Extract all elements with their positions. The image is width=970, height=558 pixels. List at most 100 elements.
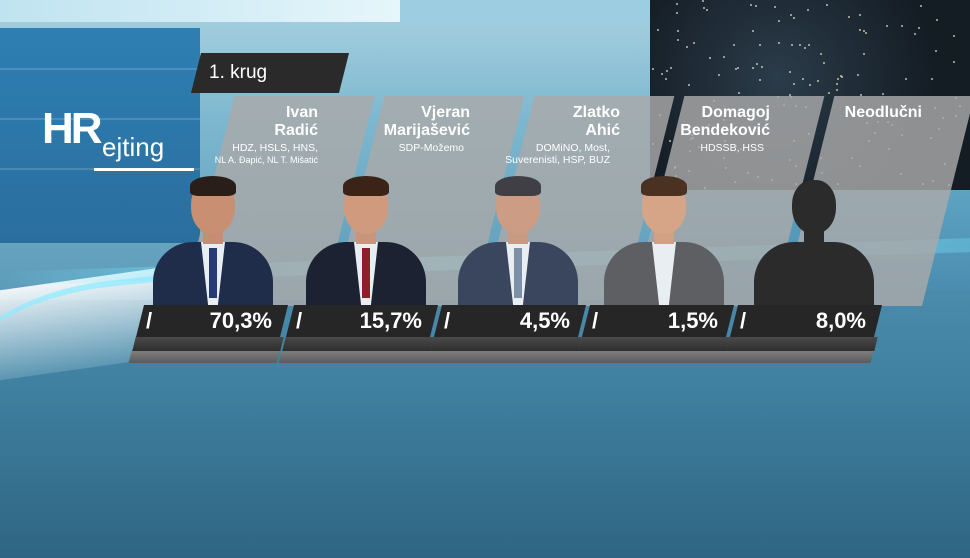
- result-slash: /: [592, 308, 599, 333]
- map-light: [860, 94, 862, 96]
- map-light: [841, 76, 843, 78]
- candidate-first-name: Ivan: [285, 104, 318, 121]
- map-light: [652, 68, 654, 70]
- map-light: [703, 7, 705, 9]
- candidate-last-name: Radić: [274, 122, 318, 139]
- map-light: [820, 53, 822, 55]
- map-light: [931, 78, 933, 80]
- show-logo: HR ejting: [42, 104, 194, 171]
- result-percent: 4,5%: [519, 308, 570, 333]
- map-light: [693, 42, 695, 44]
- candidate-photo: [296, 170, 436, 306]
- map-light: [756, 63, 758, 65]
- map-light: [789, 71, 791, 73]
- candidate-name: Zlatko Ahić: [572, 104, 620, 139]
- map-light: [702, 0, 704, 2]
- map-light: [905, 78, 907, 80]
- logo-underline: [94, 168, 194, 171]
- undecided-silhouette: [744, 170, 884, 306]
- map-light: [859, 29, 861, 31]
- candidate-photo: [143, 170, 283, 306]
- map-light: [669, 140, 671, 142]
- map-light: [676, 12, 678, 14]
- map-light: [935, 50, 937, 52]
- map-light: [804, 47, 806, 49]
- map-light: [863, 30, 865, 32]
- candidate-party: DOMiNO, Most, Suverenisti, HSP, BUZ: [505, 142, 610, 166]
- map-light: [778, 42, 780, 44]
- map-light: [865, 32, 867, 34]
- candidate-name: Neodlučni: [844, 104, 922, 121]
- map-light: [789, 94, 791, 96]
- map-light: [882, 93, 884, 95]
- map-light: [676, 3, 678, 5]
- map-light: [863, 53, 865, 55]
- result-slash: /: [444, 308, 451, 333]
- map-light: [859, 14, 861, 16]
- map-light: [840, 75, 842, 77]
- map-light: [688, 84, 690, 86]
- round-label: 1. krug: [209, 62, 268, 83]
- map-light: [809, 84, 811, 86]
- map-light: [666, 70, 668, 72]
- logo-hr: HR: [42, 104, 103, 153]
- map-light: [752, 67, 754, 69]
- candidate-photo: [594, 170, 734, 306]
- candidate-name: Vjeran Marijašević: [383, 104, 470, 139]
- map-light: [918, 27, 920, 29]
- map-light: [828, 92, 830, 94]
- map-light: [737, 67, 739, 69]
- map-light: [901, 25, 903, 27]
- map-light: [953, 61, 955, 63]
- map-light: [886, 25, 888, 27]
- result-bar-base: [578, 337, 730, 351]
- map-light: [836, 83, 838, 85]
- result-bar-base: [282, 337, 434, 351]
- map-light: [857, 74, 859, 76]
- map-light: [936, 19, 938, 21]
- result-percent: 8,0%: [815, 308, 866, 333]
- map-light: [914, 33, 916, 35]
- result-bar-foot: [278, 351, 430, 363]
- map-light: [723, 56, 725, 58]
- map-light: [686, 46, 688, 48]
- result-bar-foot: [128, 351, 280, 363]
- map-light: [718, 74, 720, 76]
- result-bar-base: [430, 337, 582, 351]
- map-light: [836, 89, 838, 91]
- studio-top-bar: [0, 0, 400, 22]
- result-slash: /: [146, 308, 153, 333]
- result-bar-base: [132, 337, 284, 351]
- map-light: [774, 6, 776, 8]
- map-light: [661, 73, 663, 75]
- result-bar-foot: [722, 351, 874, 363]
- result-bar-foot: [574, 351, 726, 363]
- map-light: [808, 44, 810, 46]
- result-bar-foot: [426, 351, 578, 363]
- map-light: [670, 67, 672, 69]
- map-light: [677, 39, 679, 41]
- candidate-party: HDSSB, HSS: [700, 142, 764, 154]
- map-light: [920, 5, 922, 7]
- result-percent: 1,5%: [667, 308, 718, 333]
- studio-top-bar-right: [400, 0, 650, 22]
- map-light: [799, 44, 801, 46]
- map-light: [706, 9, 708, 11]
- logo-text: ejting: [102, 132, 165, 162]
- map-light: [793, 17, 795, 19]
- result-slash: /: [740, 308, 747, 333]
- result-bar-base: [726, 337, 878, 351]
- map-light: [759, 79, 761, 81]
- map-light: [826, 4, 828, 6]
- map-light: [802, 78, 804, 80]
- map-light: [759, 44, 761, 46]
- map-light: [761, 66, 763, 68]
- result-percent: 15,7%: [359, 308, 422, 333]
- result-slash: /: [296, 308, 303, 333]
- map-light: [677, 30, 679, 32]
- map-light: [752, 30, 754, 32]
- map-light: [735, 68, 737, 70]
- candidate-party: SDP-Možemo: [398, 142, 464, 154]
- studio-screen-left: [0, 28, 200, 243]
- map-light: [807, 9, 809, 11]
